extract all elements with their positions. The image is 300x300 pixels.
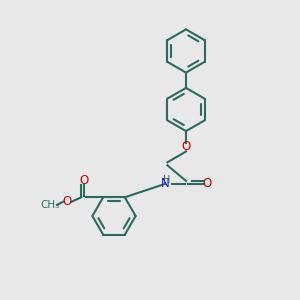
Text: O: O (79, 174, 88, 187)
Text: O: O (63, 195, 72, 208)
Text: O: O (182, 140, 190, 153)
Text: N: N (160, 177, 169, 190)
Text: CH₃: CH₃ (40, 200, 60, 210)
Text: O: O (202, 177, 211, 190)
Text: H: H (164, 175, 171, 185)
